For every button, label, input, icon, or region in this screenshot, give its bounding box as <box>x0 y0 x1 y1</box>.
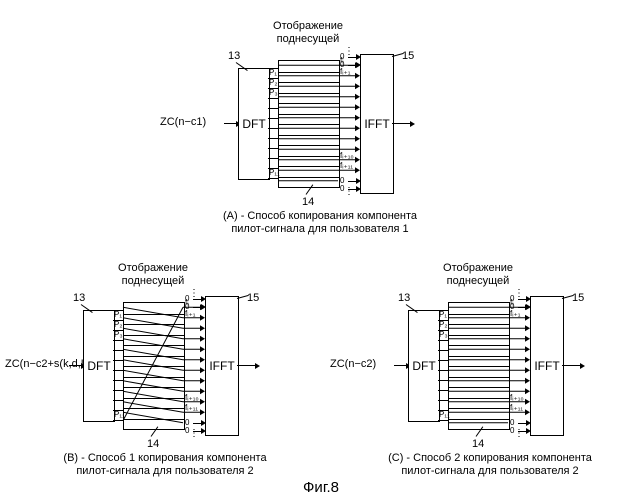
panel-C: ОтображениеподнесущейZC(n−c2)DFT13P₁P₂P₃… <box>330 260 630 480</box>
mapping-lines <box>160 18 460 238</box>
mapping-lines <box>5 260 305 480</box>
output-arrow <box>562 365 580 366</box>
panel-B: ОтображениеподнесущейZC(n−c2+s(k,d,L))DF… <box>5 260 305 480</box>
output-arrow <box>392 123 410 124</box>
panel-caption: (C) - Способ 2 копирования компонентапил… <box>370 452 610 478</box>
panel-caption: (B) - Способ 1 копирования компонентапил… <box>45 452 285 478</box>
panel-caption: (A) - Способ копирования компонентапилот… <box>200 210 440 236</box>
panel-A: ОтображениеподнесущейZC(n−c1)DFT13P₁P₂P₃… <box>160 18 460 238</box>
mapping-lines <box>330 260 630 480</box>
figure-label: Фиг.8 <box>0 479 642 496</box>
output-arrow <box>237 365 255 366</box>
